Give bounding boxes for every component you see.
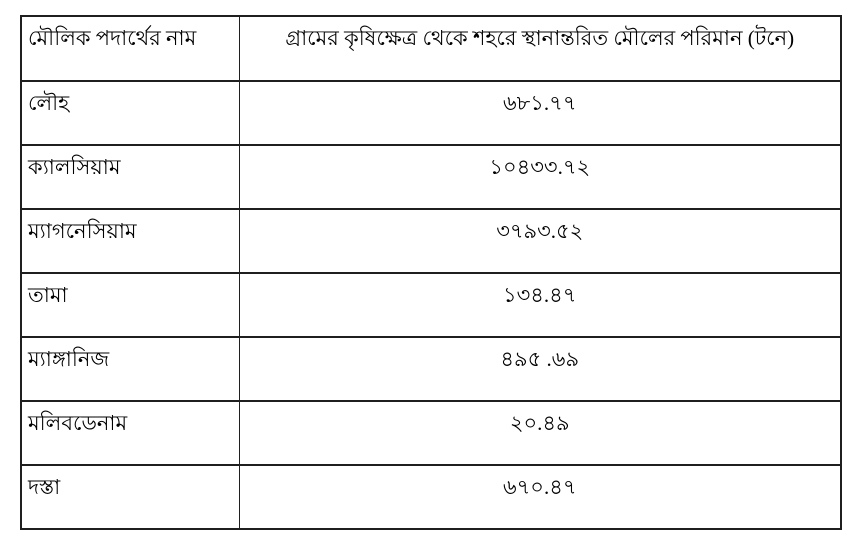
- element-amount-cell: ২০.৪৯: [238, 400, 842, 466]
- element-name-cell: ক্যালসিয়াম: [20, 144, 240, 210]
- element-name-cell: দস্তা: [20, 464, 240, 530]
- element-amount-cell: ৪৯৫ .৬৯: [238, 336, 842, 402]
- element-amount-cell: ৬৮১.৭৭: [238, 80, 842, 146]
- column-header-transferred-amount: গ্রামের কৃষিক্ষেত্র থেকে শহরে স্থানান্তর…: [238, 15, 842, 82]
- column-header-element-name: মৌলিক পদার্থের নাম: [20, 15, 240, 82]
- table-row-copper: তামা ১৩৪.৪৭: [20, 272, 842, 338]
- element-amount-cell: ৬৭০.৪৭: [238, 464, 842, 530]
- element-amount-cell: ১০৪৩৩.৭২: [238, 144, 842, 210]
- table-row-molybdenum: মলিবডেনাম ২০.৪৯: [20, 400, 842, 466]
- table-header-row: মৌলিক পদার্থের নাম গ্রামের কৃষিক্ষেত্র থ…: [20, 15, 842, 82]
- table-row-zinc: দস্তা ৬৭০.৪৭: [20, 464, 842, 530]
- table-row-iron: লৌহ ৬৮১.৭৭: [20, 80, 842, 146]
- element-name-cell: তামা: [20, 272, 240, 338]
- table-body: লৌহ ৬৮১.৭৭ ক্যালসিয়াম ১০৪৩৩.৭২ ম্যাগনেস…: [20, 80, 842, 530]
- element-name-cell: লৌহ: [20, 80, 240, 146]
- table-row-magnesium: ম্যাগনেসিয়াম ৩৭৯৩.৫২: [20, 208, 842, 274]
- element-name-cell: মলিবডেনাম: [20, 400, 240, 466]
- element-name-cell: ম্যাগনেসিয়াম: [20, 208, 240, 274]
- element-transfer-table: মৌলিক পদার্থের নাম গ্রামের কৃষিক্ষেত্র থ…: [20, 15, 842, 530]
- element-amount-cell: ১৩৪.৪৭: [238, 272, 842, 338]
- element-name-cell: ম্যাঙ্গানিজ: [20, 336, 240, 402]
- table-row-calcium: ক্যালসিয়াম ১০৪৩৩.৭২: [20, 144, 842, 210]
- element-amount-cell: ৩৭৯৩.৫২: [238, 208, 842, 274]
- table-row-manganese: ম্যাঙ্গানিজ ৪৯৫ .৬৯: [20, 336, 842, 402]
- table-head: মৌলিক পদার্থের নাম গ্রামের কৃষিক্ষেত্র থ…: [20, 15, 842, 82]
